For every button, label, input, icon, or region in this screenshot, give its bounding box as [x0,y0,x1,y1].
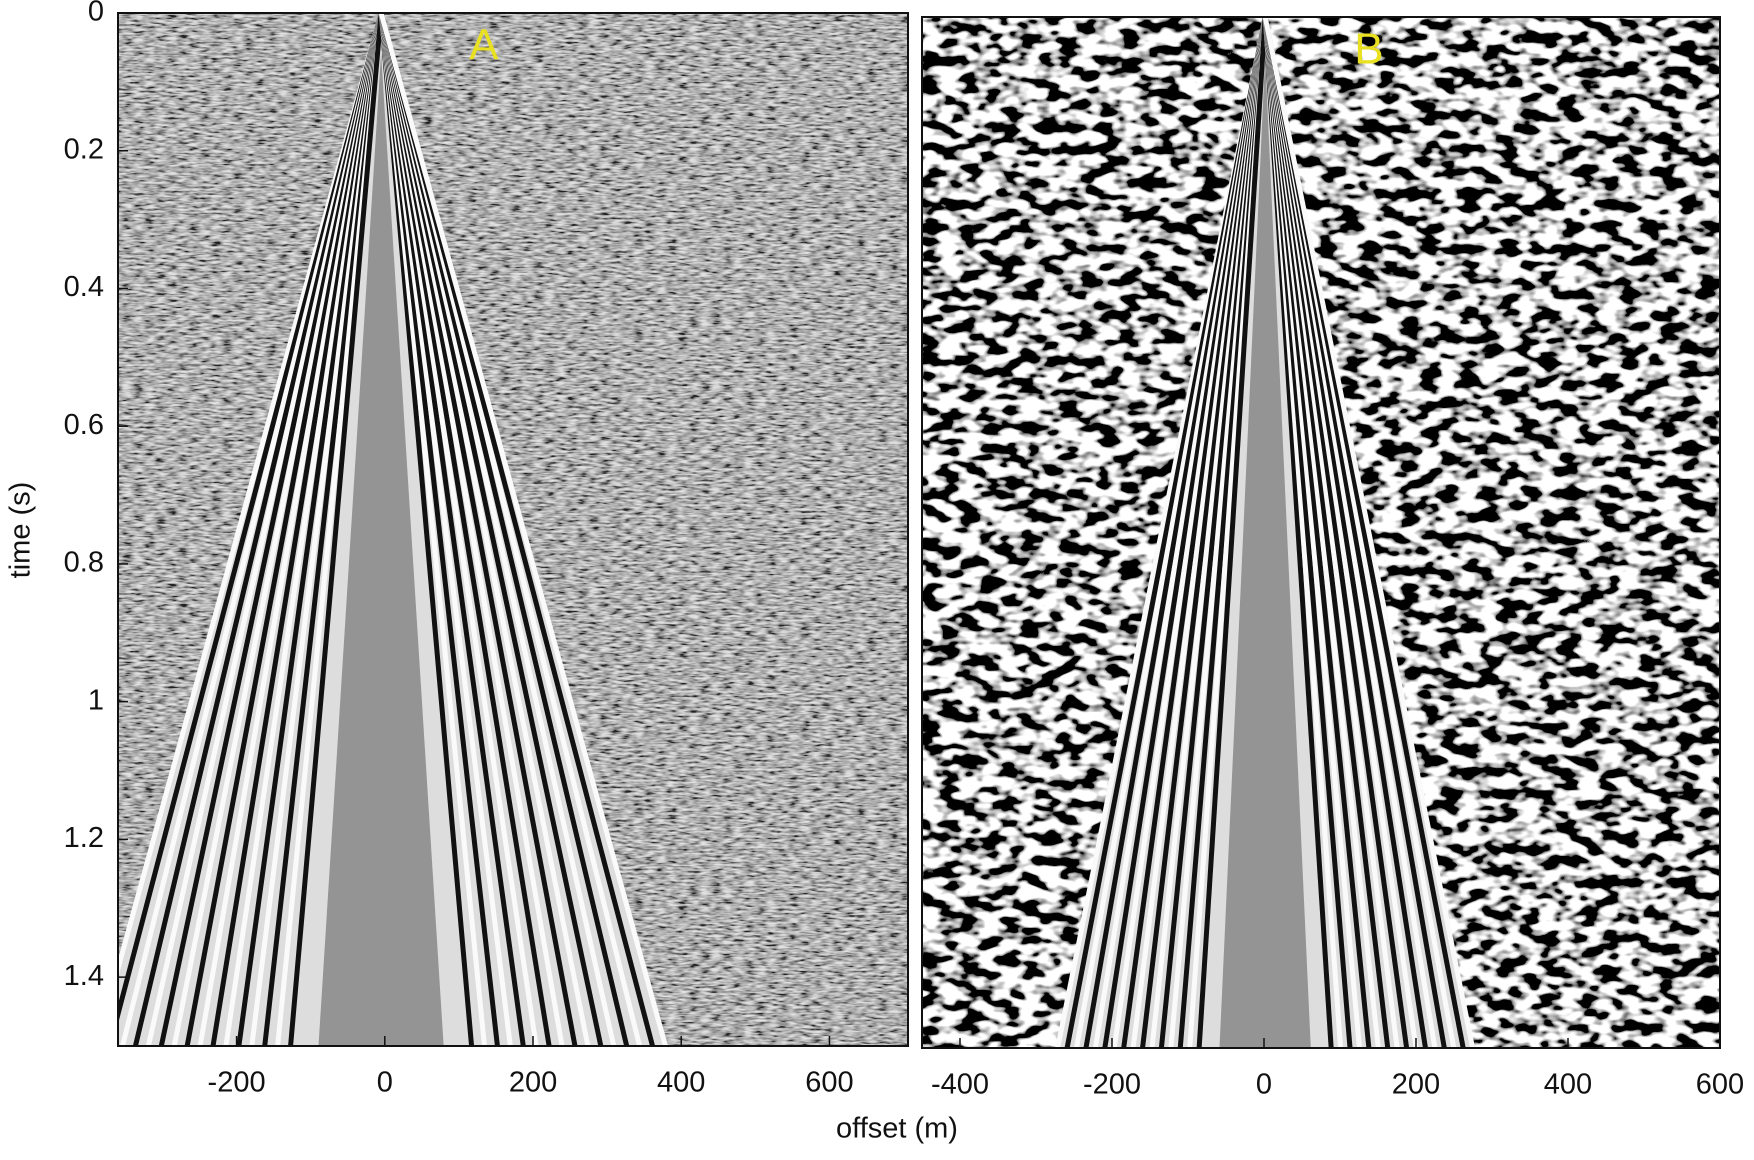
y-tick-label: 1.2 [64,822,104,854]
y-tick-label: 0.6 [64,409,104,441]
x-tick-label: 400 [1544,1069,1592,1101]
x-tick-label: 200 [1392,1069,1440,1101]
plot-frame [117,12,909,1047]
y-axis-label: time (s) [5,482,37,579]
cone-core [318,53,444,1046]
x-tick-label: 400 [657,1067,705,1099]
x-tick-label: 600 [1696,1069,1744,1101]
x-tick-label: -200 [1083,1069,1141,1101]
plot-frame [921,16,1721,1049]
y-tick-label: 0.4 [64,271,104,303]
y-tick-label: 1.4 [64,960,104,992]
cone-stripe [1262,17,1476,1048]
y-tick-label: 0.2 [64,133,104,165]
seismic-image [118,13,908,1046]
x-tick-label: 200 [509,1067,557,1099]
x-tick-label: -400 [931,1069,989,1101]
panel-label: A [469,21,499,70]
cone-stripe [378,13,668,1046]
seismic-image [922,17,1720,1048]
y-tick-label: 0.8 [64,547,104,579]
x-tick-label: 0 [1256,1069,1272,1101]
cone-core [1219,57,1311,1048]
y-tick-label: 0 [88,0,104,28]
x-tick-label: -200 [208,1067,266,1099]
x-axis-label: offset (m) [836,1113,958,1145]
x-tick-label: 600 [805,1067,853,1099]
x-tick-label: 0 [377,1067,393,1099]
y-tick-label: 1 [88,684,104,716]
panel-label: B [1354,25,1383,74]
cone-stripe [1196,17,1268,1048]
cone-stripe [288,13,384,1046]
